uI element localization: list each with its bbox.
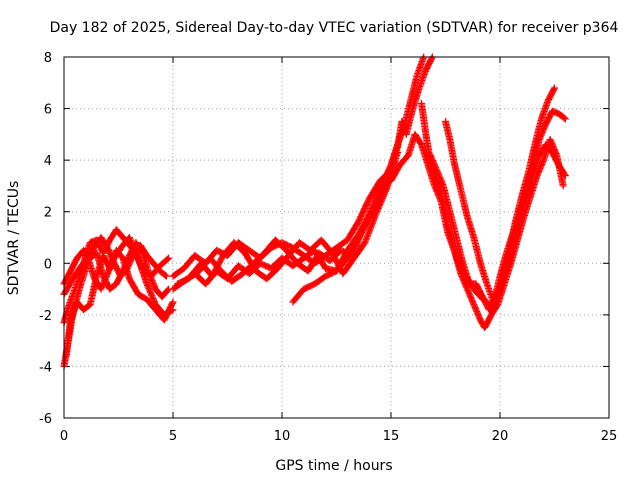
y-axis-label: SDTVAR / TECUs — [6, 181, 22, 296]
series-track-e — [60, 239, 173, 301]
data-point — [560, 114, 568, 122]
grid-lines — [64, 57, 609, 418]
x-tick-label: 0 — [60, 429, 68, 444]
data-point — [559, 182, 567, 190]
series-track-o — [442, 107, 569, 306]
data-point — [133, 251, 141, 259]
data-point — [145, 286, 153, 294]
plot-points — [60, 53, 569, 370]
data-point — [164, 286, 172, 294]
y-tick-label: -4 — [39, 360, 52, 375]
data-point — [382, 186, 390, 194]
x-tick-label: 20 — [492, 429, 509, 444]
y-tick-label: -2 — [39, 309, 52, 324]
series-track-k — [387, 53, 436, 169]
y-tick-label: 0 — [44, 257, 52, 272]
y-tick-label: 2 — [44, 206, 52, 221]
data-point — [148, 293, 156, 301]
data-point — [132, 250, 140, 258]
data-point — [147, 289, 155, 297]
data-point — [143, 281, 151, 289]
data-point — [169, 298, 177, 306]
data-point — [162, 272, 170, 280]
data-point — [165, 254, 173, 262]
data-point — [168, 299, 176, 307]
data-point — [164, 255, 172, 263]
data-point — [550, 85, 558, 93]
data-point — [127, 236, 135, 244]
data-point — [149, 295, 157, 303]
series-track-n — [426, 84, 558, 314]
x-axis-label: GPS time / hours — [275, 458, 392, 474]
x-tick-label: 10 — [274, 429, 291, 444]
data-point — [143, 280, 151, 288]
data-point — [126, 235, 134, 243]
data-point — [125, 234, 133, 241]
data-point — [150, 296, 158, 304]
data-point — [147, 290, 155, 298]
data-point — [428, 54, 436, 62]
data-point — [127, 238, 135, 246]
x-tick-label: 25 — [601, 429, 618, 444]
y-tick-label: 4 — [44, 154, 52, 169]
y-tick-label: -6 — [39, 412, 52, 427]
plot-frame — [63, 56, 610, 419]
chart-title: Day 182 of 2025, Sidereal Day-to-day VTE… — [50, 20, 619, 36]
data-point — [148, 292, 156, 300]
data-point — [144, 283, 152, 291]
data-point — [145, 284, 153, 292]
data-point — [551, 84, 558, 92]
data-point — [561, 115, 569, 123]
y-tick-label: 8 — [44, 51, 52, 66]
x-tick-label: 15 — [383, 429, 400, 444]
x-tick-label: 5 — [169, 429, 177, 444]
data-point — [146, 287, 154, 295]
y-tick-label: 6 — [44, 103, 52, 118]
data-point — [161, 271, 169, 279]
